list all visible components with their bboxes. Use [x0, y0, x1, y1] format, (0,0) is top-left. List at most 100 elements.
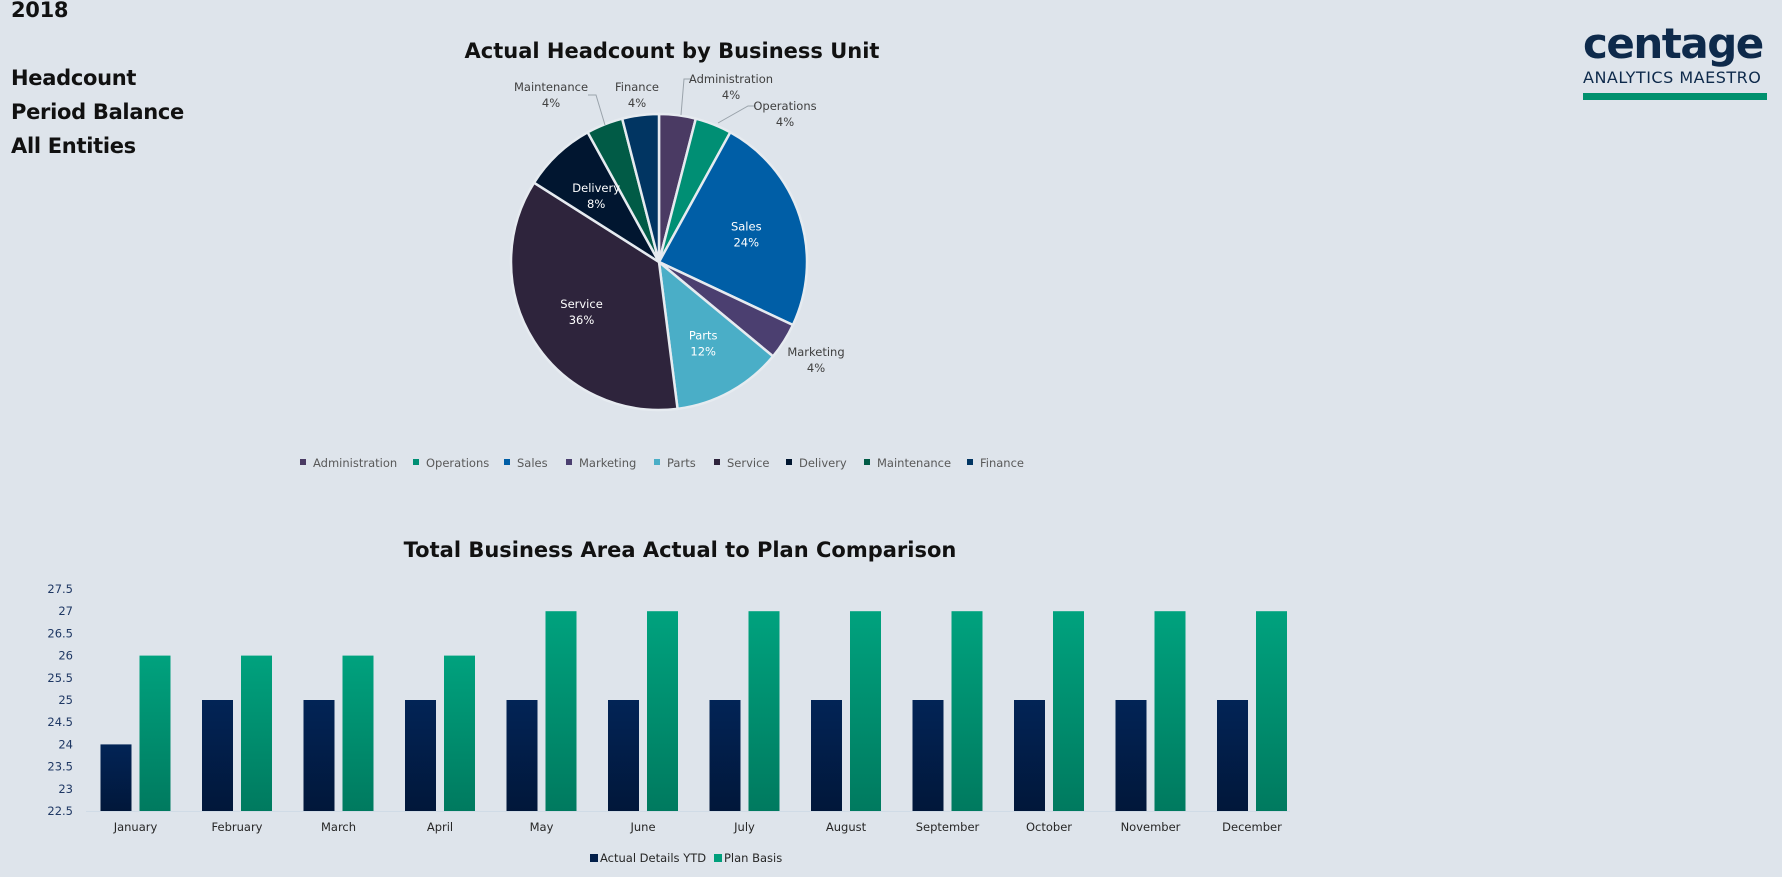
bar-actual-details-ytd-may	[506, 700, 538, 811]
legend-swatch	[413, 459, 419, 465]
pie-label-percent: 24%	[733, 236, 759, 250]
legend-label: Parts	[667, 456, 696, 470]
y-tick-label: 25	[58, 693, 73, 707]
pie-label-name: Administration	[689, 72, 773, 86]
y-tick-label: 23	[58, 782, 73, 796]
pie-leader-line	[717, 105, 756, 124]
x-tick-label: January	[113, 820, 158, 834]
pie-label-name: Finance	[615, 80, 659, 94]
pie-slice-finance	[620, 112, 661, 263]
pie-label-percent: 36%	[569, 313, 595, 327]
x-tick-label: May	[530, 820, 554, 834]
pie-title: Actual Headcount by Business Unit	[465, 39, 880, 63]
legend-swatch	[786, 459, 792, 465]
bar-plan-basis-january	[139, 655, 171, 811]
bar-actual-details-ytd-june	[608, 700, 639, 811]
pie-slice-service	[509, 180, 679, 412]
bar-legend: Actual Details YTD Plan Basis	[590, 851, 782, 865]
legend-label: Finance	[980, 456, 1024, 470]
legend-label: Plan Basis	[724, 851, 782, 865]
logo-underline	[1583, 93, 1767, 100]
bar-plan-basis-april	[444, 655, 475, 811]
pie-legend-item-finance: Finance	[967, 456, 1024, 470]
x-tick-label: November	[1121, 820, 1181, 834]
x-tick-label: April	[427, 820, 453, 834]
pie-legend-item-sales: Sales	[504, 456, 548, 470]
y-tick-label: 24.5	[47, 715, 73, 729]
x-tick-label: June	[629, 820, 655, 834]
legend-label: Service	[727, 456, 770, 470]
pie-leader-line	[588, 94, 606, 126]
pie-label-percent: 4%	[628, 96, 646, 110]
bar-actual-details-ytd-december	[1217, 700, 1248, 811]
legend-label: Delivery	[799, 456, 847, 470]
pie-label-name: Parts	[689, 328, 718, 342]
pie-slice-sales	[657, 130, 809, 327]
bar-plan-basis-december	[1256, 611, 1287, 811]
pie-legend-item-delivery: Delivery	[786, 456, 847, 470]
y-tick-label: 26.5	[47, 626, 73, 640]
legend-label: Operations	[426, 456, 489, 470]
bar-plan-basis-july	[748, 611, 780, 811]
y-tick-label: 27	[58, 604, 73, 618]
pie-label-name: Maintenance	[514, 80, 588, 94]
bar-actual-details-ytd-january	[100, 744, 132, 811]
pie-label-percent: 8%	[587, 197, 605, 211]
bar-actual-details-ytd-march	[303, 700, 335, 811]
bar-actual-details-ytd-october	[1014, 700, 1045, 811]
pie-legend: Administration Operations Sales Marketing Pa…	[300, 456, 1024, 470]
y-tick-label: 24	[58, 737, 73, 751]
pie-label-name: Service	[560, 297, 603, 311]
centage-logo: centage ANALYTICS MAESTRO	[1583, 22, 1767, 100]
logo-wordmark: centage	[1583, 19, 1764, 68]
x-tick-label: October	[1026, 820, 1072, 834]
bar-plan-basis-november	[1154, 611, 1186, 811]
pie-label-name: Sales	[731, 220, 762, 234]
pie-legend-item-parts: Parts	[654, 456, 696, 470]
year-label: 2018	[11, 0, 69, 22]
legend-swatch	[590, 854, 598, 862]
bar-title: Total Business Area Actual to Plan Compa…	[404, 538, 957, 562]
bar-legend-item-actual-details-ytd: Actual Details YTD	[590, 851, 706, 865]
bar-plan-basis-october	[1053, 611, 1084, 811]
bar-actual-details-ytd-april	[405, 700, 436, 811]
legend-swatch	[864, 459, 870, 465]
legend-swatch	[504, 459, 510, 465]
legend-swatch	[654, 459, 660, 465]
legend-swatch	[714, 459, 720, 465]
legend-swatch	[566, 459, 572, 465]
legend-label: Administration	[313, 456, 397, 470]
pie-label-name: Operations	[753, 99, 816, 113]
bar-actual-details-ytd-july	[709, 700, 741, 811]
bar-plan-basis-august	[850, 611, 881, 811]
pie-legend-item-service: Service	[714, 456, 770, 470]
bar-plan-basis-march	[342, 655, 374, 811]
bar-actual-details-ytd-november	[1115, 700, 1147, 811]
header-line-entities: All Entities	[11, 134, 136, 158]
bar-plan-basis-february	[241, 655, 272, 811]
x-tick-label: July	[733, 820, 755, 834]
bar-plan-basis-june	[647, 611, 678, 811]
pie-legend-item-administration: Administration	[300, 456, 397, 470]
y-tick-label: 23.5	[47, 760, 73, 774]
pie-slice-parts	[657, 259, 775, 411]
pie-legend-item-maintenance: Maintenance	[864, 456, 951, 470]
bar-chart: Total Business Area Actual to Plan Compa…	[47, 538, 1290, 865]
pie-label-percent: 4%	[722, 88, 740, 102]
y-tick-label: 27.5	[47, 582, 73, 596]
logo-subtitle: ANALYTICS MAESTRO	[1583, 68, 1762, 87]
x-tick-label: September	[916, 820, 980, 834]
legend-swatch	[300, 459, 306, 465]
bar-legend-item-plan-basis: Plan Basis	[714, 851, 782, 865]
bar-actual-details-ytd-august	[811, 700, 842, 811]
pie-chart: Actual Headcount by Business Unit Admini…	[300, 39, 1024, 470]
x-tick-label: February	[212, 820, 263, 834]
legend-label: Actual Details YTD	[600, 851, 706, 865]
bar-plan-basis-may	[545, 611, 577, 811]
bar-actual-details-ytd-february	[202, 700, 233, 811]
legend-swatch	[714, 854, 722, 862]
pie-label-percent: 12%	[690, 344, 716, 358]
pie-label-name: Marketing	[787, 345, 844, 359]
pie-label-percent: 4%	[776, 115, 794, 129]
header-line-metric: Headcount	[11, 66, 137, 90]
